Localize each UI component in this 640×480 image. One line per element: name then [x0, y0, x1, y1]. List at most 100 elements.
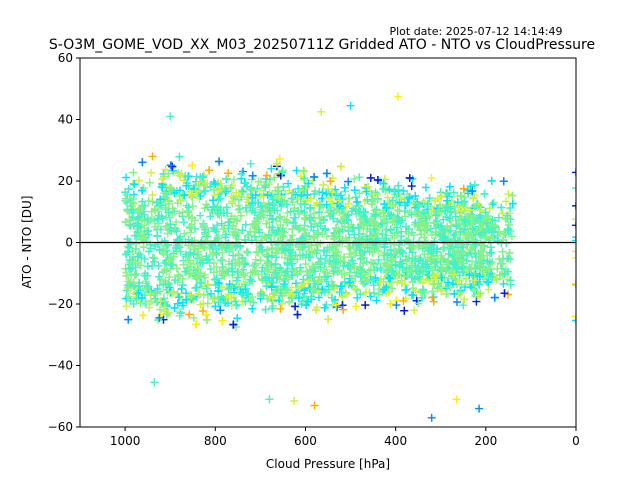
scatter-point-3614 — [474, 291, 483, 300]
scatter-point-4117 — [437, 286, 446, 295]
scatter-point-4104 — [265, 203, 274, 212]
scatter-point-1133 — [122, 302, 131, 311]
scatter-point-3442 — [220, 271, 229, 280]
scatter-point-outlier-8 — [452, 395, 461, 404]
y-axis-label: ATO - NTO [DU] — [20, 196, 34, 289]
scatter-point-3052 — [169, 287, 178, 296]
scatter-point-3504 — [333, 217, 342, 226]
scatter-point-4166 — [121, 194, 130, 203]
scatter-point-4108 — [431, 211, 440, 220]
scatter-point-3277 — [414, 299, 423, 308]
y-tick-label: 60 — [58, 51, 73, 65]
scatter-point-3126 — [274, 284, 283, 293]
scatter-point-3798 — [263, 267, 272, 276]
scatter-point-3916 — [156, 297, 165, 306]
scatter-point-3699 — [313, 199, 321, 208]
scatter-point-3554 — [199, 222, 208, 230]
scatter-point-3961 — [427, 206, 436, 215]
scatter-point-4173 — [144, 226, 152, 235]
scatter-point-2907 — [366, 173, 375, 182]
scatter-point-4062 — [453, 247, 462, 256]
scatter-point-3576 — [299, 275, 308, 284]
scatter-point-4178 — [470, 265, 479, 274]
scatter-point-3058 — [200, 273, 209, 282]
scatter-point-3870 — [122, 250, 131, 259]
scatter-point-2961 — [153, 240, 162, 249]
scatter-point-921 — [355, 173, 364, 182]
scatter-point-2996 — [146, 290, 155, 299]
scatter-point-3577 — [405, 174, 414, 182]
scatter-point-1206 — [175, 272, 184, 281]
scatter-point-3769 — [164, 308, 173, 317]
scatter-point-1171 — [148, 152, 157, 161]
scatter-point-3286 — [310, 173, 319, 181]
scatter-point-3890 — [436, 230, 445, 239]
scatter-point-4192 — [209, 196, 218, 205]
scatter-point-3068 — [141, 284, 150, 293]
scatter-point-240 — [203, 299, 212, 308]
scatter-point-3674 — [295, 209, 304, 218]
scatter-point-3226 — [344, 242, 353, 251]
scatter-point-3311 — [166, 161, 175, 170]
scatter-point-3340 — [388, 284, 396, 293]
scatter-point-3176 — [168, 261, 176, 270]
scatter-point-188 — [122, 173, 131, 182]
scatter-point-4146 — [210, 225, 219, 234]
scatter-point-699 — [395, 207, 404, 216]
scatter-point-4046 — [267, 282, 276, 291]
scatter-point-373 — [129, 179, 137, 188]
scatter-point-3248 — [248, 171, 257, 180]
scatter-point-2999 — [199, 171, 208, 180]
scatter-point-4043 — [287, 255, 296, 264]
scatter-point-4142 — [157, 201, 165, 210]
scatter-point-3804 — [348, 224, 357, 233]
scatter-point-799 — [494, 213, 503, 222]
scatter-point-3931 — [288, 290, 297, 299]
scatter-point-4131 — [430, 271, 439, 280]
scatter-point-3168 — [388, 231, 397, 240]
scatter-point-3074 — [386, 299, 395, 308]
scatter-point-3370 — [443, 196, 452, 205]
scatter-point-913 — [282, 216, 291, 225]
scatter-point-3177 — [184, 203, 193, 212]
chart-title: S-O3M_GOME_VOD_XX_M03_20250711Z Gridded … — [49, 37, 595, 53]
scatter-point-3627 — [216, 194, 225, 203]
scatter-point-3911 — [417, 230, 426, 239]
scatter-point-3667 — [355, 267, 364, 276]
scatter-point-605 — [463, 250, 472, 259]
scatter-point-3562 — [330, 229, 339, 238]
scatter-point-3181 — [168, 162, 177, 171]
scatter-point-3607 — [340, 222, 349, 231]
scatter-point-3479 — [199, 243, 208, 251]
scatter-point-1024 — [449, 231, 458, 240]
scatter-point-3972 — [470, 285, 479, 294]
scatter-point-3603 — [315, 187, 324, 196]
scatter-point-4068 — [449, 246, 458, 255]
scatter-point-3420 — [328, 293, 336, 302]
scatter-point-621 — [189, 313, 198, 322]
scatter-point-4083 — [404, 237, 412, 246]
scatter-point-4125 — [166, 183, 175, 192]
scatter-point-4017 — [300, 225, 309, 234]
scatter-point-4144 — [470, 276, 479, 285]
scatter-point-680 — [436, 201, 444, 209]
scatter-point-4102 — [241, 297, 250, 306]
scatter-point-4123 — [422, 221, 431, 230]
scatter-point-3761 — [394, 181, 403, 190]
scatter-point-3887 — [218, 316, 227, 325]
scatter-point-outlier-5 — [427, 413, 436, 422]
scatter-point-479 — [196, 300, 205, 309]
scatter-point-3538 — [175, 152, 184, 161]
scatter-point-3053 — [276, 212, 284, 221]
scatter-point-3883 — [409, 198, 418, 207]
scatter-point-4016 — [257, 202, 266, 211]
scatter-point-4143 — [212, 274, 221, 283]
scatter-point-outlier-0 — [393, 92, 402, 101]
scatter-point-3658 — [326, 177, 335, 186]
scatter-point-3292 — [189, 249, 198, 258]
scatter-point-4148 — [138, 186, 147, 195]
scatter-point-3609 — [150, 257, 159, 266]
scatter-point-269 — [267, 164, 276, 173]
scatter-point-3088 — [393, 206, 402, 215]
scatter-point-3813 — [271, 249, 280, 258]
